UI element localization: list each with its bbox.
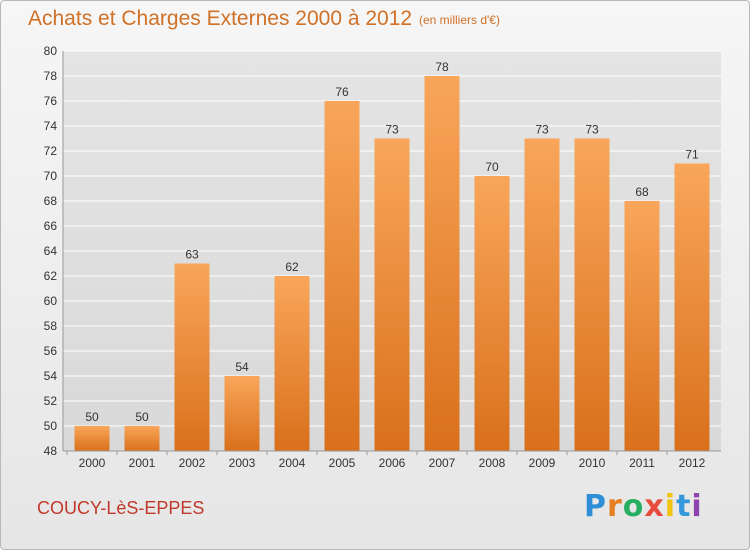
bar (374, 138, 410, 451)
x-tick-label: 2012 (679, 456, 706, 470)
x-tick-label: 2009 (529, 456, 556, 470)
data-label: 63 (185, 248, 199, 262)
data-label: 62 (285, 260, 299, 274)
x-tick-label: 2000 (79, 456, 106, 470)
bar (324, 101, 360, 451)
x-tick-label: 2007 (429, 456, 456, 470)
data-label: 71 (685, 148, 699, 162)
x-tick-label: 2006 (379, 456, 406, 470)
y-tick-label: 60 (44, 294, 58, 308)
y-tick-label: 52 (44, 394, 58, 408)
y-tick-label: 74 (44, 119, 58, 133)
bar (474, 176, 510, 451)
bar (274, 276, 310, 451)
data-label: 73 (385, 123, 399, 137)
x-tick-label: 2004 (279, 456, 306, 470)
x-tick-label: 2005 (329, 456, 356, 470)
y-tick-label: 72 (44, 144, 58, 158)
brand-letter: i (691, 489, 703, 524)
y-tick-label: 68 (44, 194, 58, 208)
bar (424, 76, 460, 451)
y-tick-label: 50 (44, 419, 58, 433)
bar (174, 263, 210, 451)
y-tick-label: 54 (44, 369, 58, 383)
y-tick-label: 64 (44, 244, 58, 258)
data-label: 78 (435, 60, 449, 74)
bar (674, 163, 710, 451)
data-label: 70 (485, 160, 499, 174)
y-tick-label: 58 (44, 319, 58, 333)
bar (624, 201, 660, 451)
x-tick-label: 2003 (229, 456, 256, 470)
chart-title: Achats et Charges Externes 2000 à 2012 (28, 7, 413, 30)
x-tick-label: 2010 (579, 456, 606, 470)
data-label: 50 (85, 410, 99, 424)
brand-letter: r (607, 489, 623, 524)
brand-logo: Proxiti (584, 489, 703, 524)
y-tick-label: 56 (44, 344, 58, 358)
data-label: 73 (535, 123, 549, 137)
brand-letter: t (676, 489, 692, 524)
x-tick-label: 2011 (629, 456, 655, 470)
chart-subtitle: (en milliers d'€) (419, 13, 500, 27)
brand-letter: i (664, 489, 677, 524)
data-label: 76 (335, 85, 349, 99)
y-tick-label: 66 (44, 219, 58, 233)
brand-letter: o (622, 489, 645, 524)
brand-letter: x (644, 489, 665, 524)
bar (574, 138, 610, 451)
y-tick-label: 78 (44, 69, 58, 83)
bar (124, 426, 160, 451)
y-tick-label: 76 (44, 94, 58, 108)
x-tick-label: 2002 (179, 456, 206, 470)
bar (74, 426, 110, 451)
data-label: 73 (585, 123, 599, 137)
city-name: COUCY-LèS-EPPES (37, 498, 205, 518)
bar (224, 376, 260, 451)
y-tick-label: 62 (44, 269, 58, 283)
data-label: 54 (235, 360, 249, 374)
x-tick-label: 2001 (129, 456, 156, 470)
y-tick-label: 48 (44, 444, 58, 458)
y-tick-label: 80 (44, 44, 58, 58)
y-tick-label: 70 (44, 169, 58, 183)
bar (524, 138, 560, 451)
data-label: 50 (135, 410, 149, 424)
x-tick-label: 2008 (479, 456, 506, 470)
brand-letter: P (584, 489, 607, 524)
data-label: 68 (635, 185, 649, 199)
